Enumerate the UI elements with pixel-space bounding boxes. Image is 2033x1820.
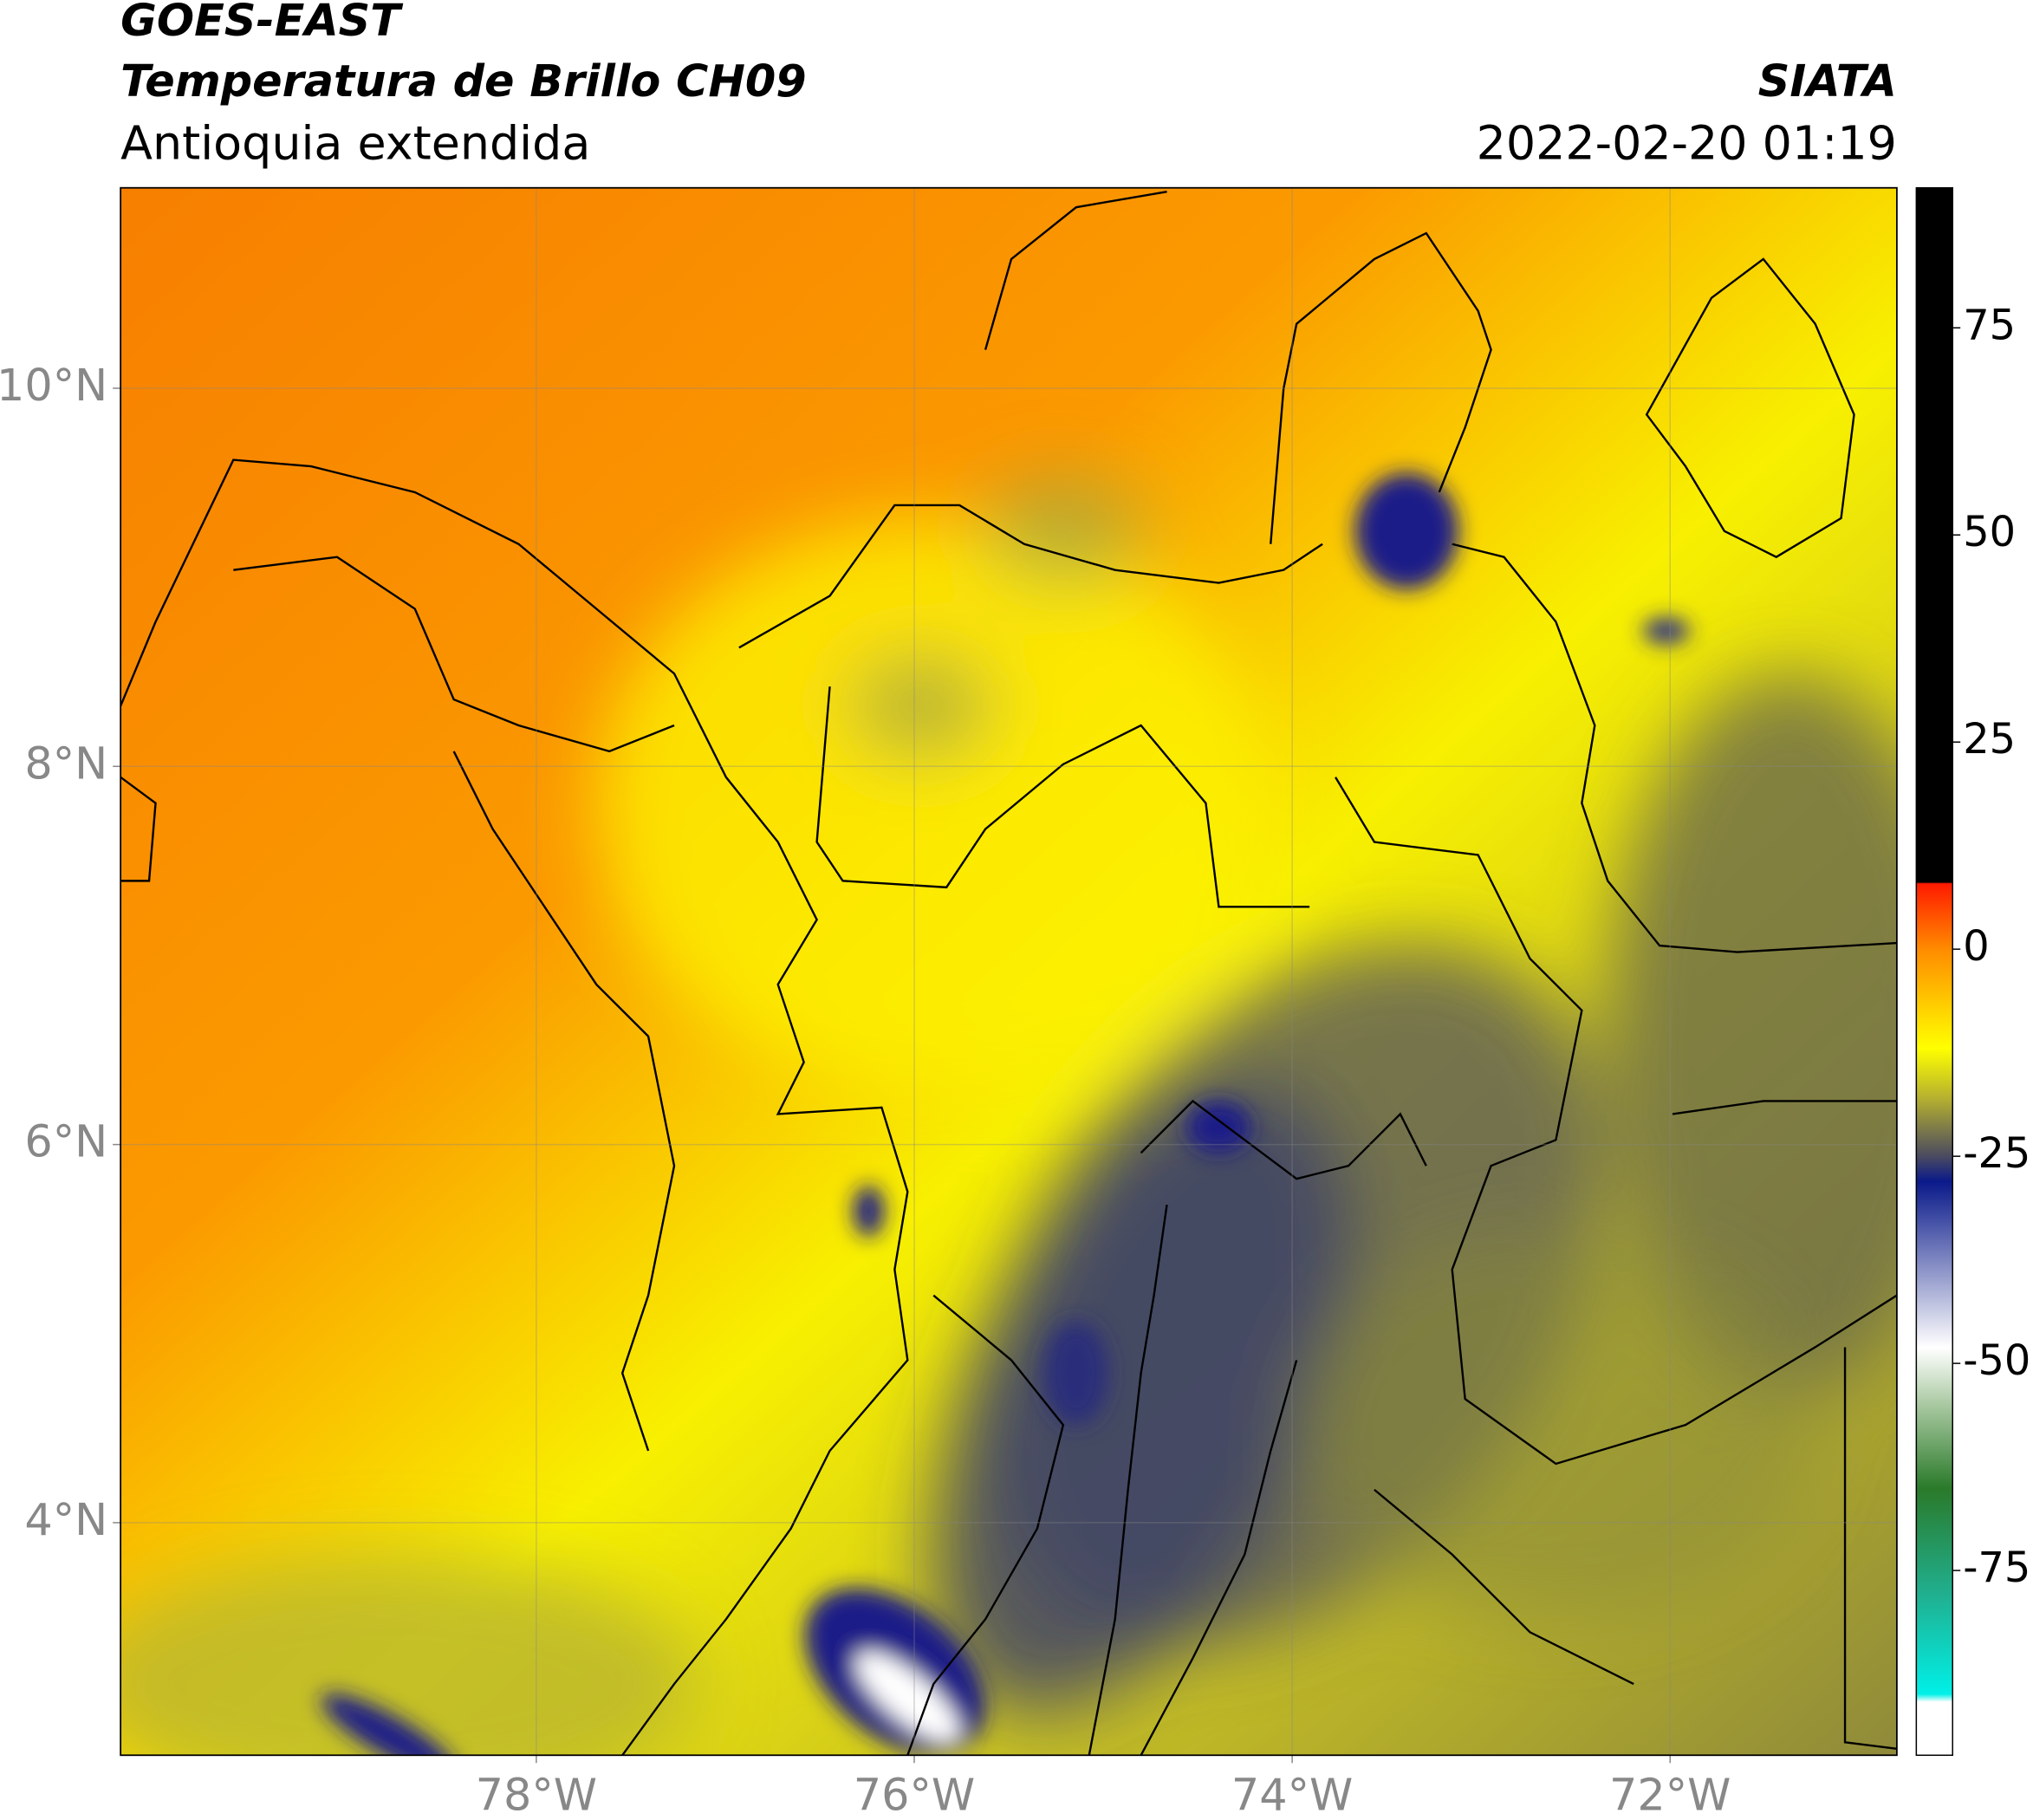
colorbar-ticks: 75 50 25 0 -25 -50 -75 xyxy=(1952,302,2030,1592)
colorbar-tick-label: -50 xyxy=(1963,1337,2030,1385)
title: Temperatura de Brillo CH09 xyxy=(120,55,807,107)
map-frame xyxy=(120,186,1898,1757)
colorbar-tick-label: -75 xyxy=(1963,1544,2030,1592)
colorbar-tick-label: 25 xyxy=(1963,716,2016,764)
y-tick-label: 10°N xyxy=(0,360,107,411)
map-grid: 78°W 76°W 74°W 72°W 4°N 6°N 8°N 10°N xyxy=(0,187,1897,1820)
x-tick-label: 76°W xyxy=(854,1770,975,1820)
source: SIATA xyxy=(1758,55,1897,107)
y-tick-label: 8°N xyxy=(24,738,107,789)
y-tick-label: 6°N xyxy=(24,1116,107,1167)
colorbar-tick-label: 50 xyxy=(1963,509,2016,556)
satellite: GOES-EAST xyxy=(120,0,404,46)
colorbar-tick-label: 0 xyxy=(1963,923,1989,971)
map-imagery xyxy=(120,187,1897,1756)
timestamp: 2022-02-20 01:19 xyxy=(1477,116,1897,171)
y-tick-label: 4°N xyxy=(24,1494,107,1545)
colorbar-tick-label: -25 xyxy=(1963,1130,2030,1178)
colorbar xyxy=(1915,186,1953,1757)
x-tick-label: 74°W xyxy=(1231,1770,1353,1820)
region: Antioquia extendida xyxy=(120,116,590,171)
colorbar-tick-label: 75 xyxy=(1963,302,2016,349)
x-tick-label: 78°W xyxy=(476,1770,597,1820)
x-tick-label: 72°W xyxy=(1609,1770,1731,1820)
